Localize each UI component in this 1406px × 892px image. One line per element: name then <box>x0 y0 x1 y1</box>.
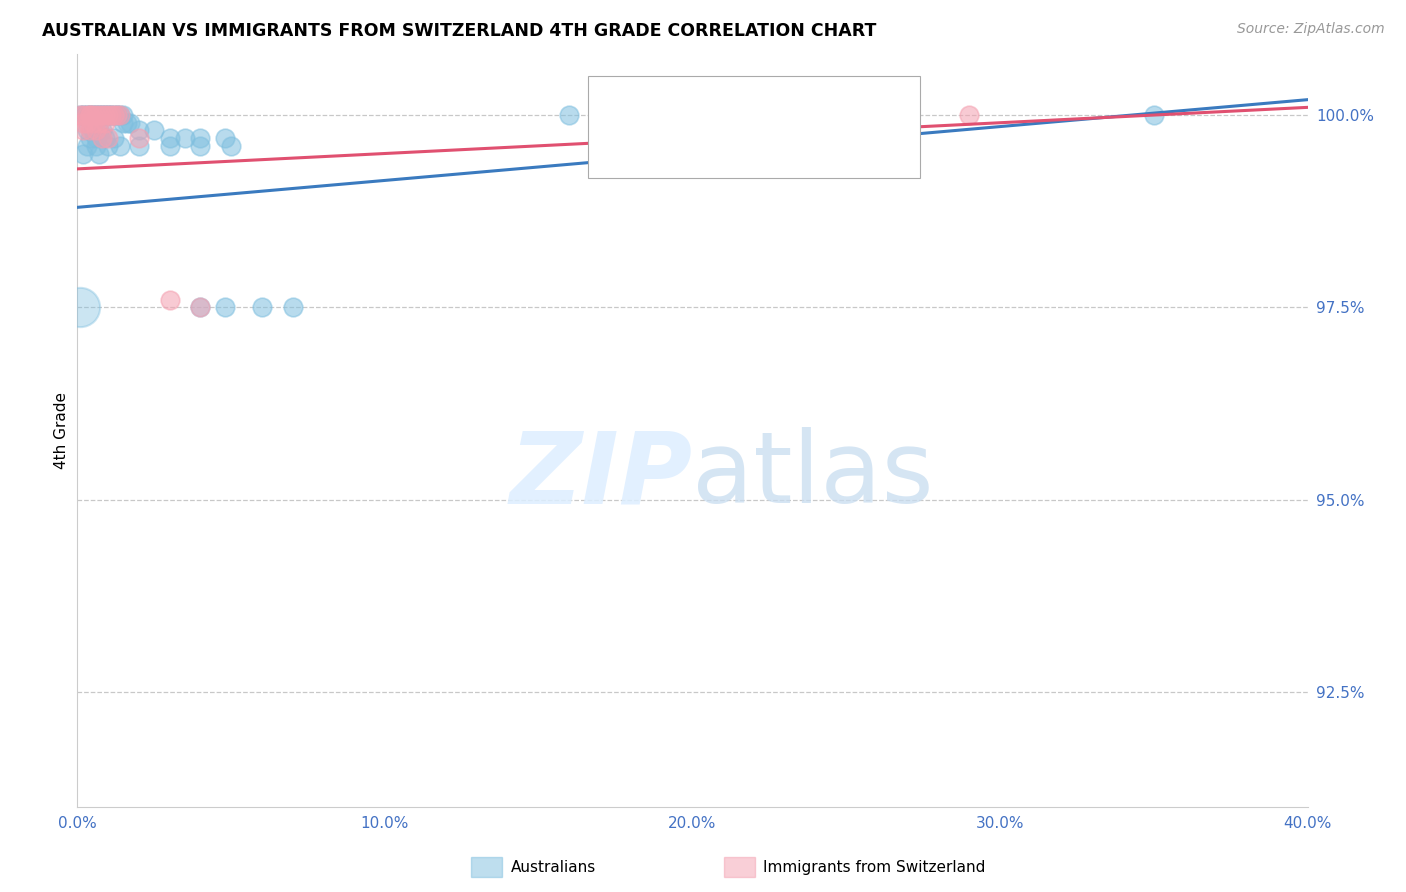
Point <box>87 146 110 161</box>
Point <box>94 108 117 122</box>
Text: Immigrants from Switzerland: Immigrants from Switzerland <box>763 860 986 874</box>
Point <box>110 108 132 122</box>
Point <box>79 108 101 122</box>
Point <box>72 146 94 161</box>
Point <box>72 123 94 137</box>
Point <box>94 131 117 145</box>
Point <box>79 131 101 145</box>
Point <box>128 123 150 137</box>
Point <box>100 108 122 122</box>
Point <box>159 293 181 307</box>
Point <box>558 108 581 122</box>
Point <box>103 108 125 122</box>
Y-axis label: 4th Grade: 4th Grade <box>53 392 69 469</box>
Point <box>188 301 212 315</box>
Point <box>957 108 980 122</box>
Point <box>112 108 135 122</box>
Point <box>112 116 135 130</box>
Point <box>97 131 120 145</box>
Point <box>72 116 94 130</box>
Point <box>188 301 212 315</box>
Point <box>110 138 132 153</box>
Point <box>214 301 236 315</box>
Point <box>128 138 150 153</box>
Point <box>76 138 98 153</box>
Text: ZIP: ZIP <box>509 427 693 524</box>
Point <box>76 123 98 137</box>
Point <box>82 108 104 122</box>
Point <box>250 301 273 315</box>
Point <box>100 108 122 122</box>
Point <box>90 108 114 122</box>
Point <box>76 108 98 122</box>
Point <box>79 108 101 122</box>
Point <box>84 108 107 122</box>
Point <box>69 108 91 122</box>
Point <box>82 123 104 137</box>
Text: Australians: Australians <box>510 860 596 874</box>
Point <box>87 108 110 122</box>
Point <box>84 108 107 122</box>
Text: AUSTRALIAN VS IMMIGRANTS FROM SWITZERLAND 4TH GRADE CORRELATION CHART: AUSTRALIAN VS IMMIGRANTS FROM SWITZERLAN… <box>42 22 876 40</box>
Point <box>94 108 117 122</box>
Point <box>118 116 141 130</box>
Point <box>84 138 107 153</box>
Point <box>103 131 125 145</box>
Point <box>79 108 101 122</box>
Point <box>87 108 110 122</box>
Point <box>72 108 94 122</box>
Point <box>82 108 104 122</box>
Point <box>76 108 98 122</box>
Point <box>97 108 120 122</box>
Point <box>90 131 114 145</box>
Point <box>82 108 104 122</box>
Point <box>84 123 107 137</box>
Text: Source: ZipAtlas.com: Source: ZipAtlas.com <box>1237 22 1385 37</box>
Point <box>84 131 107 145</box>
Point <box>90 108 114 122</box>
Point <box>84 108 107 122</box>
Point <box>105 108 128 122</box>
Point <box>219 138 242 153</box>
Point <box>143 123 166 137</box>
Point <box>110 108 132 122</box>
Point <box>79 108 101 122</box>
Point <box>76 116 98 130</box>
Point <box>90 108 114 122</box>
Point <box>90 123 114 137</box>
Point <box>72 108 94 122</box>
Point <box>87 108 110 122</box>
Point <box>79 123 101 137</box>
Point <box>1143 108 1166 122</box>
Text: atlas: atlas <box>693 427 934 524</box>
Point <box>159 131 181 145</box>
Point <box>87 123 110 137</box>
Point <box>174 131 197 145</box>
Point <box>97 108 120 122</box>
Point <box>188 131 212 145</box>
Point <box>100 108 122 122</box>
Point <box>105 108 128 122</box>
Point <box>76 108 98 122</box>
Point <box>103 108 125 122</box>
Point <box>159 138 181 153</box>
Point <box>94 108 117 122</box>
Point <box>115 116 138 130</box>
Point <box>281 301 304 315</box>
Point <box>69 301 91 315</box>
Point <box>72 108 94 122</box>
Point <box>87 116 110 130</box>
Point <box>97 138 120 153</box>
Point <box>94 116 117 130</box>
Point <box>82 116 104 130</box>
Point <box>69 108 91 122</box>
Point <box>105 108 128 122</box>
Point <box>97 108 120 122</box>
Point <box>188 138 212 153</box>
Point <box>128 131 150 145</box>
Point <box>214 131 236 145</box>
